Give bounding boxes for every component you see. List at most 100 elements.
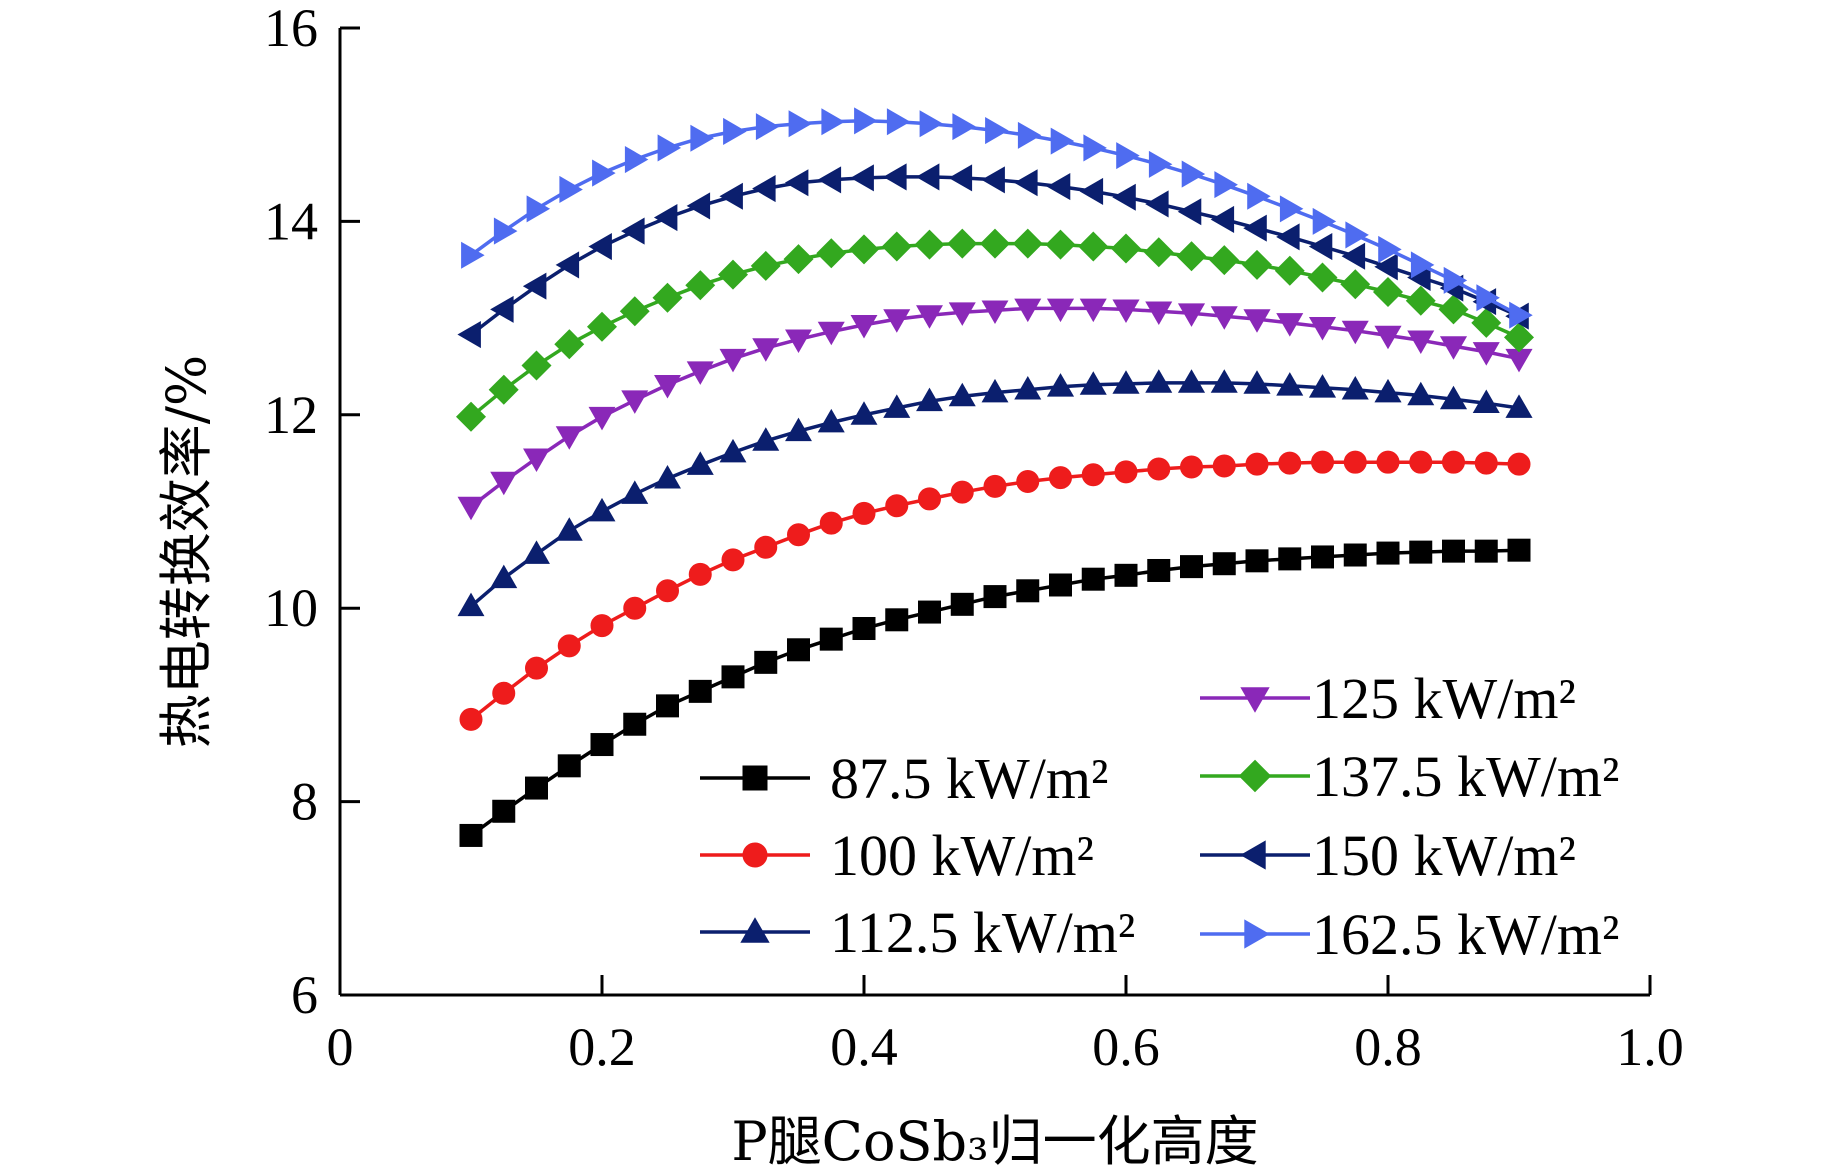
data-point bbox=[559, 175, 583, 203]
data-point bbox=[1278, 451, 1302, 475]
series-5 bbox=[457, 163, 1529, 349]
data-point bbox=[1410, 251, 1435, 279]
data-point bbox=[1210, 369, 1238, 393]
data-point bbox=[461, 241, 485, 269]
data-point bbox=[1507, 452, 1531, 476]
data-point bbox=[457, 592, 485, 617]
y-tick-label: 6 bbox=[291, 965, 318, 1025]
data-point bbox=[1078, 231, 1109, 262]
data-point bbox=[1507, 538, 1531, 562]
data-point bbox=[787, 523, 810, 547]
data-point bbox=[1081, 463, 1105, 487]
legend-item-0: 87.5 kW/m² bbox=[700, 746, 1108, 811]
data-point bbox=[915, 163, 940, 191]
y-axis-label: 热电转换效率/% bbox=[155, 355, 218, 749]
data-point bbox=[721, 665, 745, 689]
data-point bbox=[1438, 294, 1469, 325]
data-point bbox=[1307, 262, 1338, 293]
data-point bbox=[1376, 541, 1400, 565]
data-point bbox=[817, 166, 842, 194]
data-point bbox=[1442, 539, 1465, 563]
data-point bbox=[914, 229, 945, 260]
data-point bbox=[1238, 759, 1272, 793]
data-point bbox=[950, 592, 974, 616]
data-point bbox=[783, 244, 814, 275]
x-axis-label: P腿CoSb₃归一化高度 bbox=[731, 1110, 1258, 1173]
data-point bbox=[950, 480, 974, 504]
data-point bbox=[457, 496, 485, 521]
data-point bbox=[784, 169, 809, 197]
data-point bbox=[688, 562, 712, 586]
data-point bbox=[752, 427, 780, 451]
data-point bbox=[1439, 385, 1468, 410]
y-tick-label: 12 bbox=[264, 385, 318, 445]
data-point bbox=[1409, 450, 1433, 474]
data-point bbox=[1012, 228, 1043, 259]
data-point bbox=[490, 564, 518, 589]
data-point bbox=[525, 776, 548, 800]
data-point bbox=[742, 842, 768, 868]
data-point bbox=[1472, 342, 1500, 366]
data-point bbox=[690, 124, 714, 152]
data-point bbox=[490, 295, 514, 323]
data-point bbox=[1343, 543, 1367, 567]
data-point bbox=[621, 480, 649, 504]
data-point bbox=[717, 259, 749, 290]
data-point bbox=[1180, 555, 1203, 579]
data-point bbox=[1014, 298, 1042, 323]
data-point bbox=[1177, 198, 1202, 226]
series-0 bbox=[459, 538, 1531, 847]
data-point bbox=[1046, 373, 1075, 397]
data-point bbox=[1509, 301, 1533, 329]
data-point bbox=[623, 712, 647, 736]
data-point bbox=[742, 765, 768, 791]
y-tick-label: 14 bbox=[264, 191, 318, 251]
data-point bbox=[1276, 372, 1304, 396]
data-point bbox=[621, 217, 645, 245]
data-point bbox=[785, 417, 812, 442]
data-point bbox=[1442, 450, 1465, 474]
x-tick-label: 0.6 bbox=[1092, 1017, 1160, 1077]
data-point bbox=[740, 917, 770, 943]
data-point bbox=[755, 113, 780, 141]
data-point bbox=[1177, 369, 1206, 393]
data-point bbox=[1407, 381, 1435, 406]
data-point bbox=[1014, 375, 1042, 400]
data-point bbox=[918, 600, 941, 624]
data-point bbox=[621, 390, 649, 414]
data-point bbox=[1343, 450, 1367, 474]
data-point bbox=[1247, 182, 1271, 210]
data-point bbox=[1341, 242, 1366, 270]
data-point bbox=[1079, 298, 1107, 323]
axes: 0 0.2 0.4 0.6 0.8 1.0 6 8 10 12 14 16 bbox=[264, 0, 1684, 1077]
data-point bbox=[459, 707, 483, 731]
data-point bbox=[521, 350, 552, 381]
data-point bbox=[1471, 307, 1502, 338]
data-point bbox=[652, 282, 683, 313]
data-point bbox=[1083, 134, 1107, 162]
data-point bbox=[623, 596, 647, 620]
data-point bbox=[916, 305, 943, 329]
data-point bbox=[719, 182, 743, 210]
data-point bbox=[1474, 451, 1498, 475]
data-point bbox=[916, 387, 943, 412]
data-point bbox=[981, 166, 1005, 194]
data-point bbox=[819, 627, 843, 651]
data-point bbox=[883, 163, 907, 191]
data-point bbox=[979, 228, 1011, 259]
data-point bbox=[459, 823, 483, 847]
data-point bbox=[1145, 369, 1173, 393]
data-point bbox=[723, 117, 747, 145]
data-point bbox=[1279, 195, 1304, 223]
data-point bbox=[981, 378, 1009, 403]
data-point bbox=[1276, 223, 1300, 251]
data-point bbox=[948, 164, 973, 192]
data-point bbox=[1308, 233, 1333, 261]
series-4 bbox=[455, 228, 1535, 432]
data-point bbox=[919, 110, 944, 138]
data-point bbox=[1376, 450, 1400, 474]
x-tick-label: 0.2 bbox=[568, 1017, 636, 1077]
data-point bbox=[752, 175, 776, 203]
data-point bbox=[1049, 466, 1072, 490]
